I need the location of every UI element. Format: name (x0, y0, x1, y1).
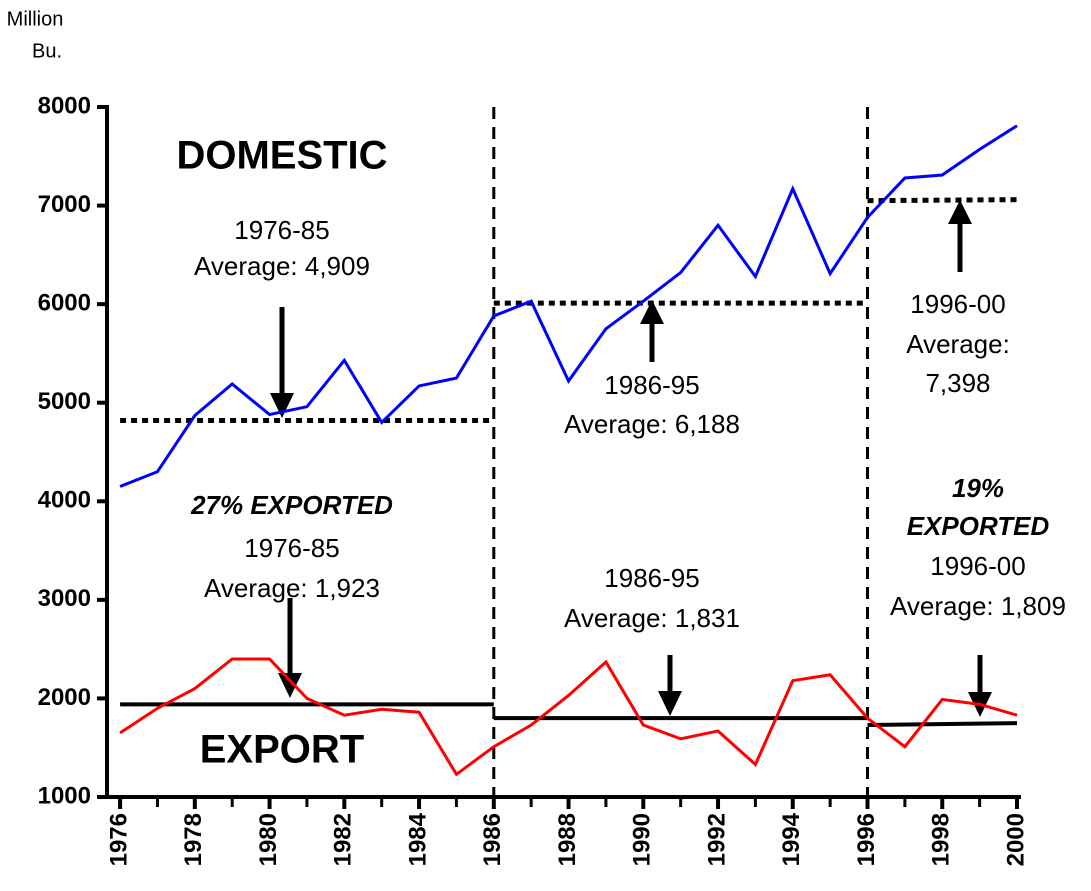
x-tick-label: 1996 (853, 813, 880, 866)
y-tick-label: 6000 (38, 289, 91, 316)
annotation: 1986-95 (604, 370, 699, 400)
annotation: Average: 1,831 (564, 603, 740, 633)
y-axis-label: Million (7, 8, 64, 30)
y-tick-label: 8000 (38, 92, 91, 119)
annotation: 19% (952, 473, 1004, 503)
average-line (867, 197, 1018, 204)
y-tick-label: 5000 (38, 388, 91, 415)
x-tick-label: 1984 (404, 812, 431, 866)
annotation: 27% EXPORTED (190, 490, 393, 520)
y-tick-label: 2000 (38, 684, 91, 711)
y-tick-label: 3000 (38, 585, 91, 612)
annotation: 1976-85 (234, 215, 329, 245)
x-tick-label: 1992 (703, 813, 730, 866)
arrow-head (658, 691, 682, 716)
y-tick-label: 4000 (38, 487, 91, 514)
annotation: Average: (906, 329, 1010, 359)
x-tick-label: 1978 (180, 813, 207, 866)
annotation: EXPORTED (907, 511, 1050, 541)
annotation: 1986-95 (604, 563, 699, 593)
y-tick-label: 1000 (38, 782, 91, 809)
series-line (119, 657, 1018, 777)
x-tick-label: 2000 (1002, 813, 1029, 866)
x-tick-label: 1982 (330, 813, 357, 866)
annotation: Average: 1,809 (890, 591, 1066, 621)
arrow-head (948, 200, 972, 224)
arrows (270, 200, 992, 717)
annotation: EXPORT (200, 728, 364, 772)
arrow-head (270, 393, 294, 418)
x-tick-label: 1980 (255, 813, 282, 866)
x-tick-label: 1986 (479, 813, 506, 866)
x-tick-label: 1994 (778, 812, 805, 866)
arrow-head (640, 300, 664, 324)
annotation: 1996-00 (930, 551, 1025, 581)
series-line (119, 124, 1018, 488)
x-tick-label: 1988 (554, 813, 581, 866)
y-tick-label: 7000 (38, 191, 91, 218)
annotation: Average: 6,188 (564, 409, 740, 439)
average-line (867, 721, 1018, 728)
annotation: Average: 4,909 (194, 251, 370, 281)
annotation: 1996-00 (910, 289, 1005, 319)
y-axis-label: Bu. (32, 40, 62, 62)
arrow-head (278, 673, 302, 698)
annotation: DOMESTIC (176, 134, 387, 178)
x-tick-label: 1976 (105, 813, 132, 866)
x-tick-label: 1990 (629, 813, 656, 866)
x-tick-label: 1998 (928, 813, 955, 866)
annotation: 7,398 (925, 368, 990, 398)
annotation: 1976-85 (244, 533, 339, 563)
annotation: Average: 1,923 (204, 573, 380, 603)
